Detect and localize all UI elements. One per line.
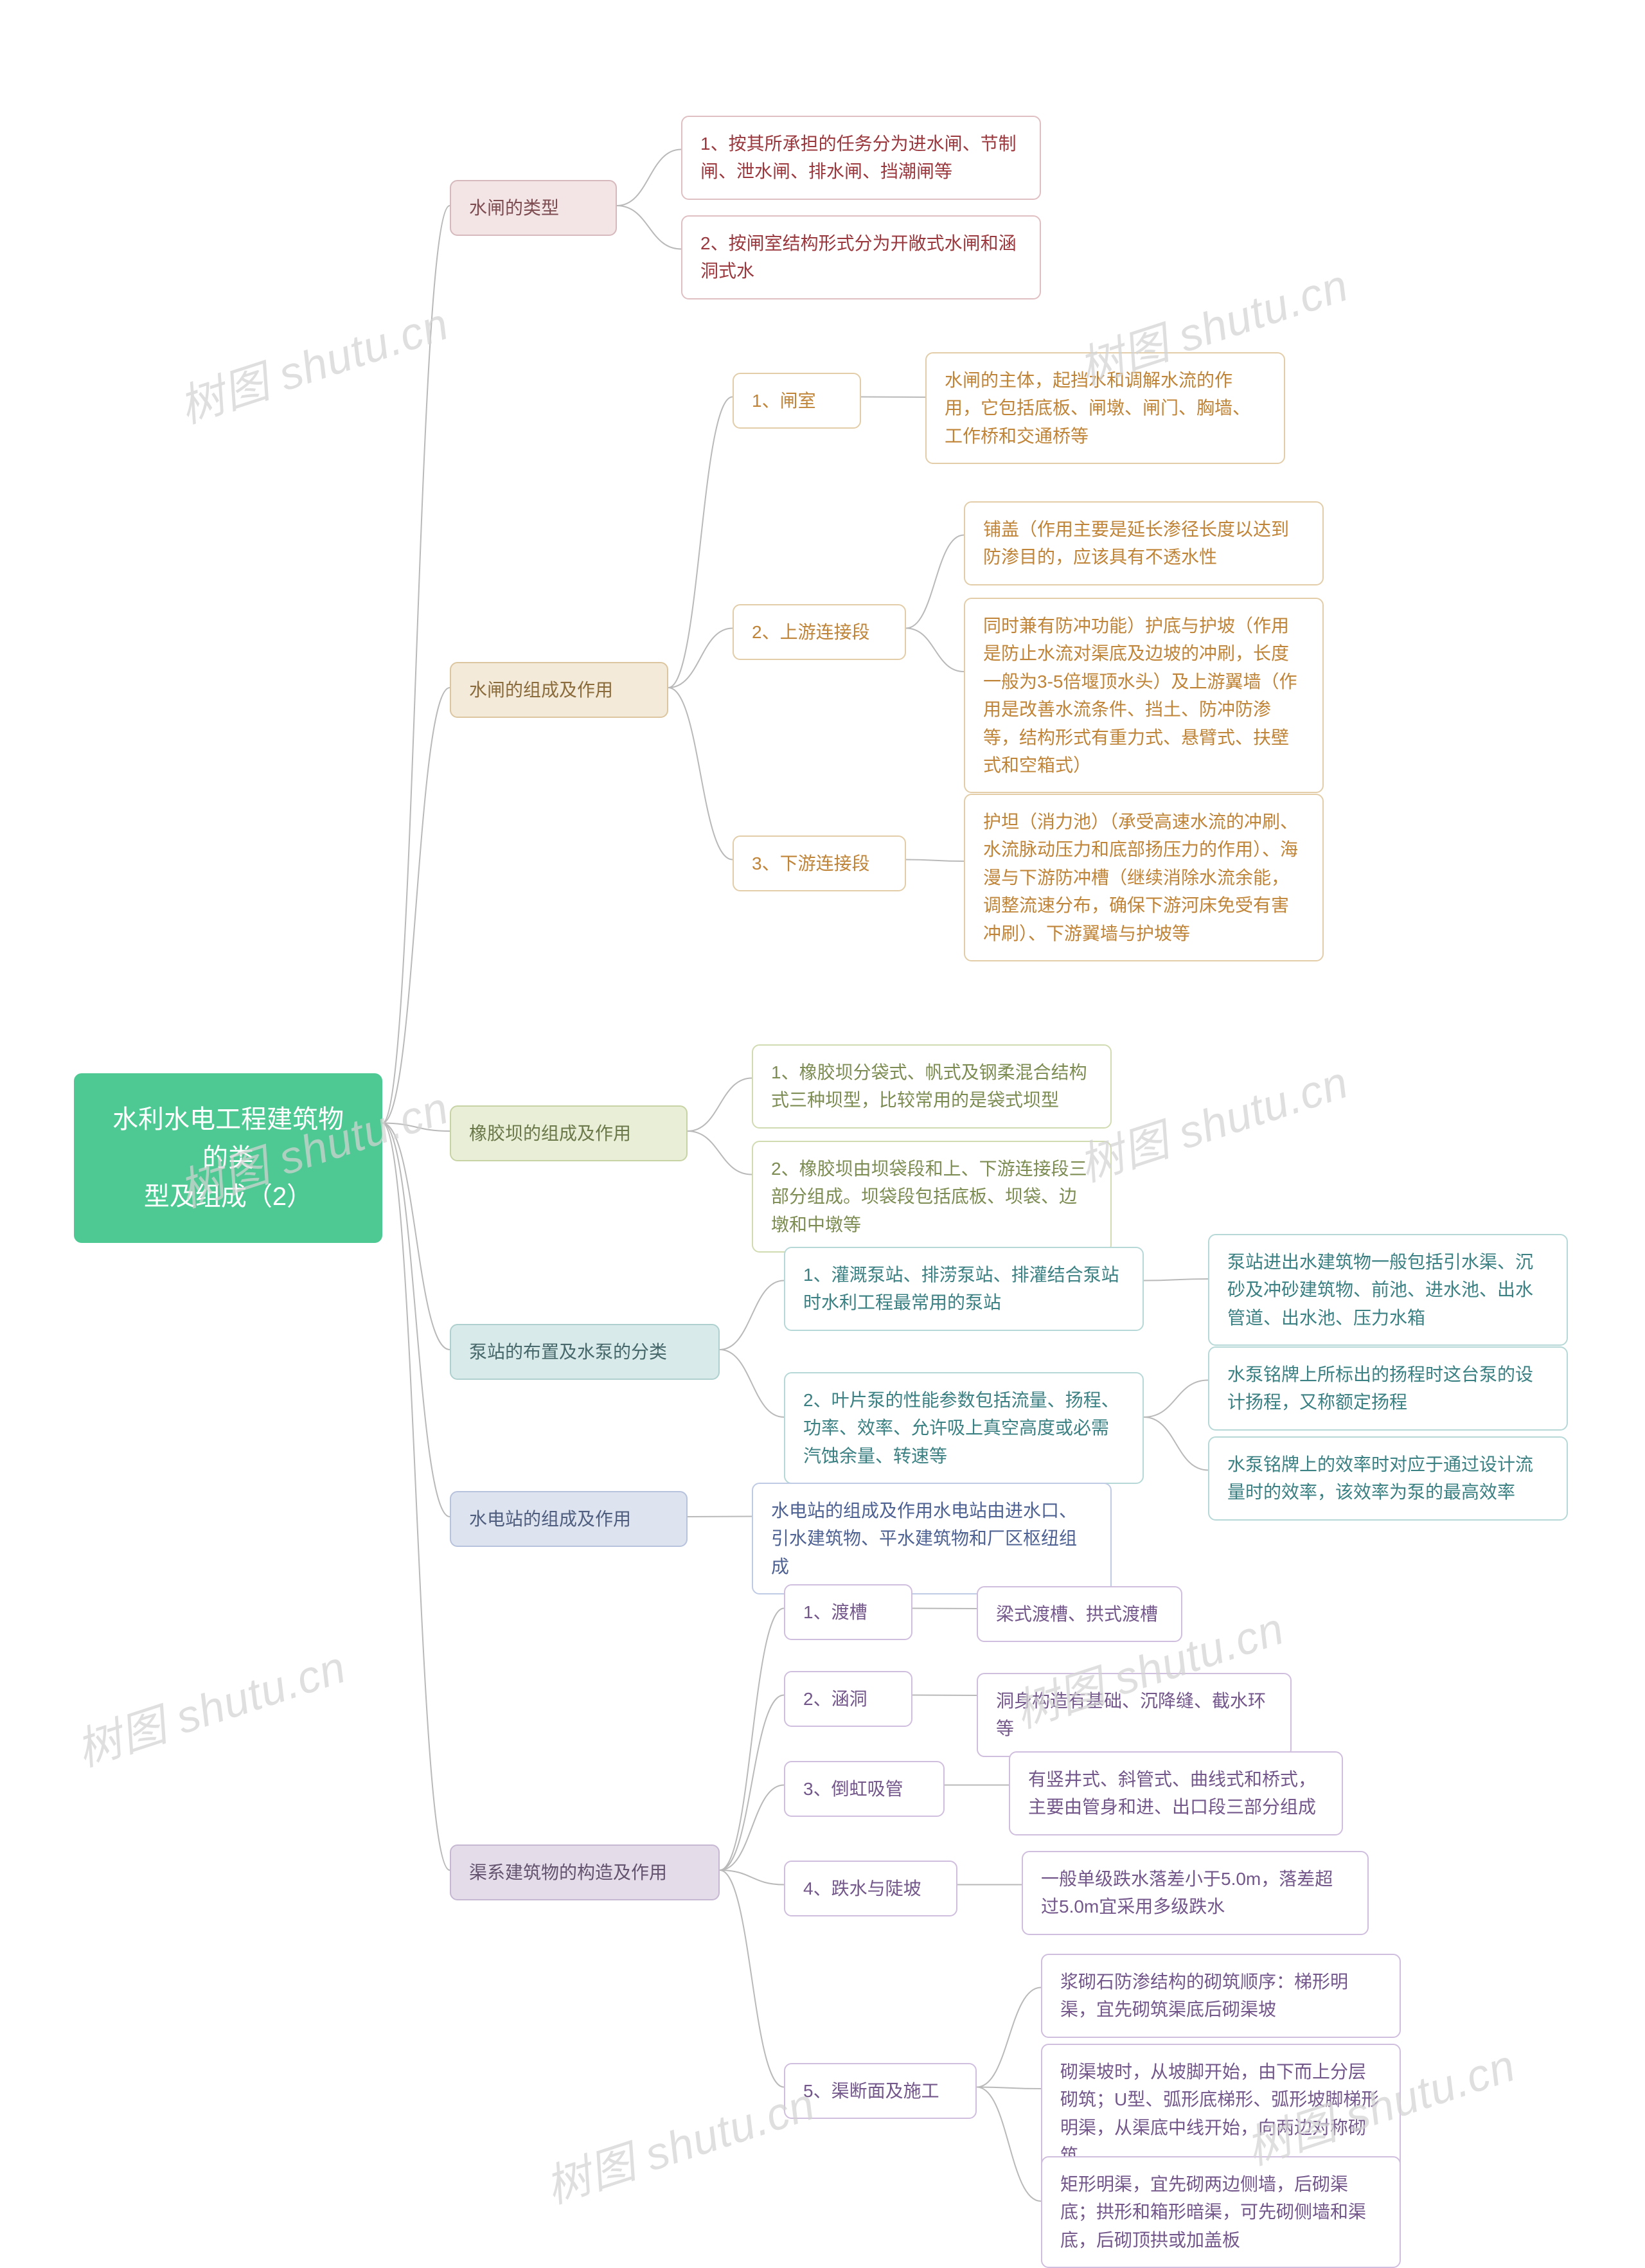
mindmap-node-n4a: 1、灌溉泵站、排涝泵站、排灌结合泵站时水利工程最常用的泵站 <box>784 1247 1144 1331</box>
mindmap-node-n2a1: 水闸的主体，起挡水和调解水流的作用，它包括底板、闸墩、闸门、胸墙、工作桥和交通桥… <box>925 352 1285 464</box>
mindmap-node-n6b1: 洞身构造有基础、沉降缝、截水环等 <box>977 1673 1292 1757</box>
mindmap-node-n4b: 2、叶片泵的性能参数包括流量、扬程、功率、效率、允许吸上真空高度或必需汽蚀余量、… <box>784 1372 1144 1484</box>
watermark: 树图 shutu.cn <box>1069 1046 1355 1195</box>
mindmap-node-n4a1: 泵站进出水建筑物一般包括引水渠、沉砂及冲砂建筑物、前池、进水池、出水管道、出水池… <box>1208 1234 1568 1346</box>
mindmap-node-n2b1: 铺盖（作用主要是延长渗径长度以达到防渗目的，应该具有不透水性 <box>964 501 1324 585</box>
mindmap-node-n1a: 1、按其所承担的任务分为进水闸、节制闸、泄水闸、排水闸、挡潮闸等 <box>681 116 1041 200</box>
mindmap-node-root: 水利水电工程建筑物的类 型及组成（2） <box>74 1073 382 1243</box>
mindmap-node-n2b2: 同时兼有防冲功能）护底与护坡（作用是防止水流对渠底及边坡的冲刷，长度一般为3-5… <box>964 598 1324 793</box>
mindmap-node-n4b2: 水泵铭牌上的效率时对应于通过设计流量时的效率，该效率为泵的最高效率 <box>1208 1436 1568 1521</box>
mindmap-node-n6e: 5、渠断面及施工 <box>784 2063 977 2119</box>
mindmap-node-n6d: 4、跌水与陡坡 <box>784 1861 957 1916</box>
mindmap-node-n1b: 2、按闸室结构形式分为开敞式水闸和涵洞式水 <box>681 215 1041 299</box>
mindmap-node-n5a: 水电站的组成及作用水电站由进水口、引水建筑物、平水建筑物和厂区枢纽组成 <box>752 1483 1112 1594</box>
mindmap-node-n3b: 2、橡胶坝由坝袋段和上、下游连接段三部分组成。坝袋段包括底板、坝袋、边墩和中墩等 <box>752 1141 1112 1253</box>
watermark: 树图 shutu.cn <box>67 1631 353 1780</box>
mindmap-node-n6c: 3、倒虹吸管 <box>784 1761 945 1817</box>
mindmap-node-n6c1: 有竖井式、斜管式、曲线式和桥式，主要由管身和进、出口段三部分组成 <box>1009 1751 1343 1835</box>
mindmap-node-n2b: 2、上游连接段 <box>733 604 906 660</box>
mindmap-node-n6e1: 浆砌石防渗结构的砌筑顺序：梯形明渠，宜先砌筑渠底后砌渠坡 <box>1041 1954 1401 2038</box>
mindmap-node-n4b1: 水泵铭牌上所标出的扬程时这台泵的设计扬程，又称额定扬程 <box>1208 1346 1568 1431</box>
mindmap-node-n1: 水闸的类型 <box>450 180 617 236</box>
mindmap-node-n2a: 1、闸室 <box>733 373 861 429</box>
watermark: 树图 shutu.cn <box>536 2068 822 2217</box>
mindmap-node-n6a1: 梁式渡槽、拱式渡槽 <box>977 1586 1182 1642</box>
mindmap-node-n6: 渠系建筑物的构造及作用 <box>450 1844 720 1900</box>
mindmap-node-n2c1: 护坦（消力池）（承受高速水流的冲刷、水流脉动压力和底部扬压力的作用）、海漫与下游… <box>964 794 1324 961</box>
mindmap-node-n3a: 1、橡胶坝分袋式、帆式及钢柔混合结构式三种坝型，比较常用的是袋式坝型 <box>752 1044 1112 1129</box>
mindmap-node-n4: 泵站的布置及水泵的分类 <box>450 1324 720 1380</box>
mindmap-node-n2c: 3、下游连接段 <box>733 835 906 891</box>
mindmap-node-n6e3: 矩形明渠，宜先砌两边侧墙，后砌渠底；拱形和箱形暗渠，可先砌侧墙和渠底，后砌顶拱或… <box>1041 2156 1401 2268</box>
mindmap-node-n5: 水电站的组成及作用 <box>450 1491 688 1547</box>
watermark: 树图 shutu.cn <box>170 288 456 436</box>
mindmap-node-n6a: 1、渡槽 <box>784 1584 912 1640</box>
mindmap-node-n6d1: 一般单级跌水落差小于5.0m，落差超过5.0m宜采用多级跌水 <box>1022 1851 1369 1935</box>
mindmap-node-n3: 橡胶坝的组成及作用 <box>450 1105 688 1161</box>
mindmap-node-n2: 水闸的组成及作用 <box>450 662 668 718</box>
mindmap-node-n6b: 2、涵洞 <box>784 1671 912 1727</box>
